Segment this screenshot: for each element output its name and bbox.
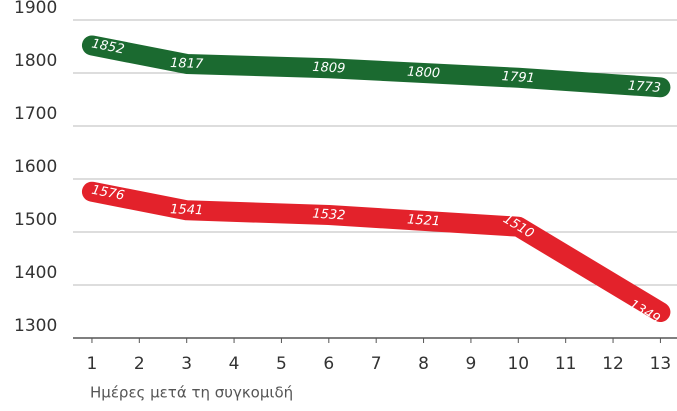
x-tick-label: 10 [507,354,529,374]
y-tick-label: 1400 [14,263,57,283]
y-tick-label: 1600 [14,157,57,177]
data-label: 1532 [312,207,346,224]
y-tick-label: 1700 [14,104,57,124]
data-label: 1791 [501,69,535,86]
x-tick-label: 5 [276,354,287,374]
x-tick-label: 13 [650,354,672,374]
data-label: 1773 [627,79,661,96]
x-tick-label: 1 [87,354,98,374]
x-tick-label: 8 [418,354,429,374]
data-label: 1800 [407,65,441,82]
x-tick-label: 4 [229,354,240,374]
y-tick-label: 1500 [14,210,57,230]
series-line [81,35,671,98]
series-line [81,181,671,323]
x-axis-label: Ημέρες μετά τη συγκομιδή [90,384,293,402]
data-label: 1576 [90,183,125,204]
y-tick-label: 1300 [14,316,57,336]
x-tick-label: 11 [555,354,577,374]
data-label: 1809 [312,60,346,77]
data-label: 1817 [170,56,204,72]
x-tick-label: 3 [181,354,192,374]
y-tick-label: 1800 [14,51,57,71]
x-tick-label: 9 [466,354,477,374]
data-label: 1852 [90,36,125,57]
y-tick-label: 1900 [14,0,57,18]
data-label: 1541 [170,202,204,218]
x-tick-label: 6 [323,354,334,374]
x-tick-label: 7 [371,354,382,374]
data-label: 1521 [407,212,441,229]
x-tick-label: 12 [602,354,624,374]
x-tick-label: 2 [134,354,145,374]
